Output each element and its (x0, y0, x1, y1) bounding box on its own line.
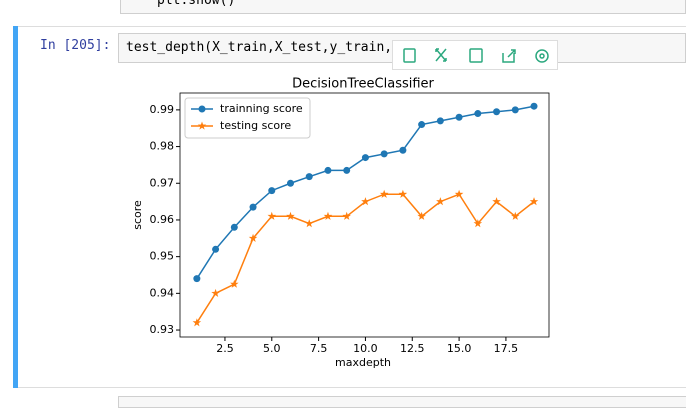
data-point (492, 197, 501, 206)
data-point (286, 211, 295, 220)
input-prompt: In [205]: (40, 38, 111, 53)
output-toolbar (392, 40, 558, 70)
share-icon[interactable] (502, 49, 516, 63)
plot-frame (179, 92, 550, 338)
data-point (342, 211, 351, 220)
data-point (436, 197, 445, 206)
chart-title: DecisionTreeClassifier (292, 77, 434, 92)
next-cell (118, 396, 686, 408)
data-point (287, 179, 295, 187)
cell-border (18, 26, 686, 388)
data-point (379, 189, 389, 198)
data-point (529, 197, 539, 206)
data-point (249, 203, 257, 211)
x-tick-label: 12.5 (400, 342, 425, 355)
data-point (380, 150, 388, 158)
x-tick-label: 10.0 (353, 342, 378, 355)
legend-marker (198, 105, 206, 113)
prev-code: plt.show() (157, 0, 236, 8)
data-point (212, 245, 220, 253)
y-tick-label: 0.93 (150, 323, 175, 336)
data-point (511, 211, 520, 220)
x-tick-label: 5.0 (263, 342, 281, 355)
data-point (193, 275, 201, 283)
code-text: test_depth(X_train,X_test,y_train, (126, 40, 393, 55)
data-point (493, 108, 501, 116)
data-point (304, 219, 314, 228)
data-point (398, 189, 408, 198)
prev-cell: plt.show() (120, 0, 686, 14)
x-tick-label: 15.0 (447, 342, 472, 355)
data-point (305, 173, 313, 181)
data-point (511, 106, 519, 114)
legend-label: testing score (220, 119, 291, 132)
x-tick-label: 2.5 (216, 342, 234, 355)
data-point (323, 211, 333, 220)
data-point (361, 197, 370, 206)
copy-icon[interactable] (403, 48, 416, 63)
data-point (399, 146, 407, 154)
data-point (268, 187, 276, 195)
data-point (361, 154, 369, 162)
data-point (417, 211, 426, 220)
chart: DecisionTreeClassifier maxdepth score 2.… (131, 77, 550, 369)
x-tick-label: 17.5 (494, 342, 519, 355)
legend-label: trainning score (220, 102, 303, 115)
legend-box (184, 97, 311, 139)
data-point (436, 117, 444, 125)
data-point (454, 189, 464, 198)
data-point (455, 113, 463, 121)
data-point (418, 121, 426, 129)
data-point (343, 166, 351, 174)
x-tick-label: 7.5 (310, 342, 328, 355)
y-tick-label: 0.99 (150, 103, 175, 116)
y-tick-label: 0.97 (150, 176, 175, 189)
data-point (211, 288, 220, 297)
y-tick-label: 0.95 (150, 250, 175, 263)
data-point (192, 318, 202, 327)
x-axis-label: maxdepth (335, 356, 391, 369)
y-tick-label: 0.96 (150, 213, 175, 226)
data-point (230, 223, 238, 231)
data-point (230, 279, 239, 288)
y-tick-label: 0.98 (150, 140, 175, 153)
data-point (473, 219, 483, 228)
settings-icon[interactable] (535, 49, 549, 63)
data-point (267, 211, 277, 220)
cell-selection-bar (13, 26, 18, 388)
y-tick-label: 0.94 (150, 286, 175, 299)
save-icon[interactable] (469, 48, 483, 63)
legend: trainning score testing score (184, 97, 311, 139)
data-point (324, 166, 332, 174)
data-point (530, 102, 538, 110)
y-axis-label: score (131, 200, 144, 230)
data-point (248, 233, 258, 242)
data-point (474, 110, 482, 118)
legend-marker (197, 121, 207, 130)
expand-icon[interactable] (435, 48, 447, 62)
toolbar-icons (403, 48, 549, 63)
